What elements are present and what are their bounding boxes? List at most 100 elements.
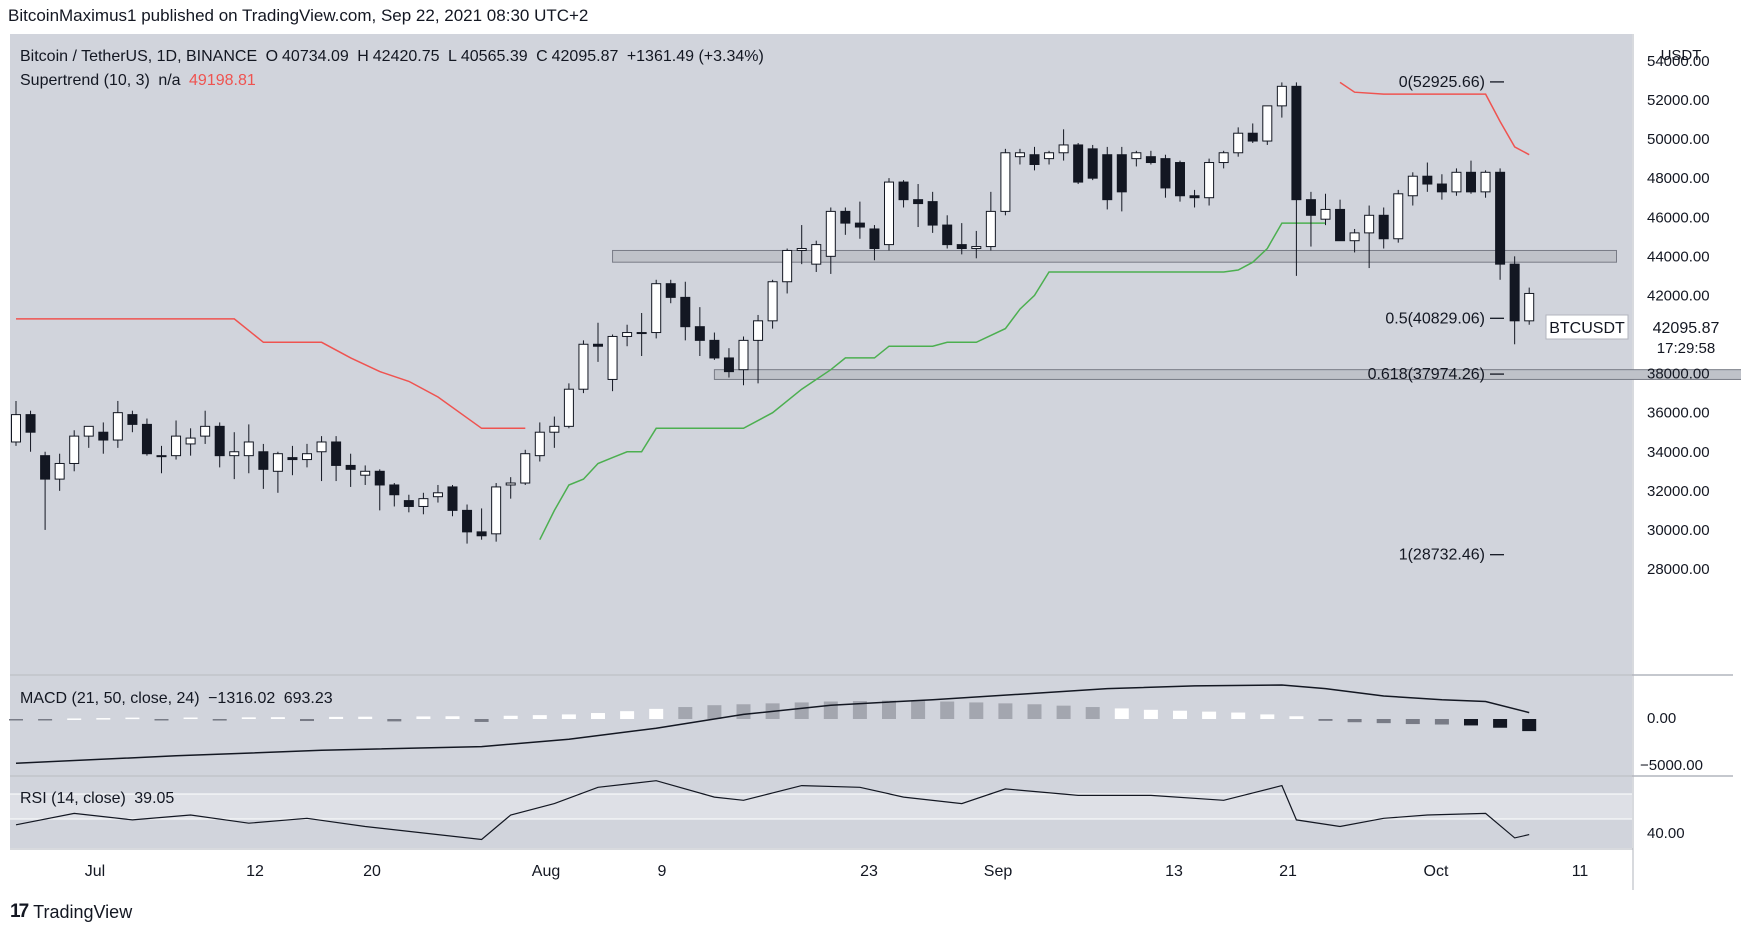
rsi-value: 39.05 (134, 790, 175, 807)
candle-up (69, 435, 80, 464)
candle-up (1233, 132, 1244, 154)
candle-up (432, 492, 443, 498)
candle-up (1349, 232, 1360, 242)
candle-down (141, 423, 152, 455)
price-axis-tick: 30000.00 (1647, 522, 1710, 539)
candle-up (651, 283, 662, 334)
candle-up (112, 412, 123, 441)
candle-down (214, 425, 225, 457)
candle-down (1247, 132, 1258, 142)
candle-up (563, 388, 574, 427)
macd-histogram-bar (241, 717, 256, 719)
time-axis-tick: Jul (85, 863, 105, 880)
candle-up (185, 437, 196, 445)
candle-up (607, 335, 618, 380)
candle-up (229, 451, 240, 457)
candle-down (709, 339, 720, 359)
macd-histogram-bar (1376, 719, 1391, 724)
candle-up (171, 435, 182, 457)
candle-up (1480, 171, 1491, 193)
price-pane[interactable] (10, 34, 1632, 674)
candle-up (1393, 193, 1404, 240)
candle-down (898, 181, 909, 201)
candle-down (593, 343, 603, 347)
candle-up (1000, 152, 1011, 212)
macd-histogram-bar (358, 716, 373, 719)
macd-value-2: 693.23 (283, 690, 333, 707)
price-axis-tick: 28000.00 (1647, 561, 1710, 578)
tradingview-logo-icon: 17 (10, 901, 29, 922)
candle-up (11, 414, 21, 443)
supertrend-down-line (16, 318, 526, 430)
macd-histogram-bar (212, 719, 227, 721)
time-axis-tick: 23 (860, 863, 878, 880)
macd-histogram-bar (96, 718, 111, 720)
candle-down (956, 244, 967, 250)
macd-histogram-bar (1464, 719, 1478, 726)
candle-down (98, 431, 109, 441)
candle-down (374, 470, 385, 486)
price-axis-tick: 52000.00 (1647, 92, 1710, 109)
macd-histogram-bar (620, 711, 635, 719)
supertrend-label: Supertrend (10, 3) (20, 72, 150, 89)
candle-down (1102, 154, 1113, 201)
brand-text: TradingView (33, 901, 133, 922)
macd-tick-0: 0.00 (1647, 710, 1676, 727)
time-axis-bg[interactable] (10, 850, 1632, 890)
macd-histogram-bar (270, 717, 285, 719)
candle-up (1320, 208, 1331, 220)
candle-down (1509, 263, 1520, 322)
candle-down (680, 296, 691, 328)
candle-up (782, 249, 793, 283)
candle-up (1524, 292, 1535, 322)
macd-histogram-bar (532, 715, 547, 719)
candle-down (927, 201, 938, 226)
support-zone (612, 249, 1617, 263)
close-value: 42095.87 (551, 48, 619, 65)
macd-histogram-bar (736, 704, 751, 719)
macd-tick-neg: −5000.00 (1640, 757, 1703, 774)
macd-legend[interactable]: MACD (21, 50, close, 24) −1316.02 693.23 (20, 690, 337, 708)
candle-down (25, 414, 36, 433)
candle-up (767, 281, 778, 322)
fib-level-label: 0.5(40829.06) (1385, 310, 1485, 327)
candle-up (491, 486, 502, 535)
candle-down (1116, 154, 1127, 193)
rsi-legend[interactable]: RSI (14, close) 39.05 (20, 790, 178, 808)
last-price-text: 42095.87 (1653, 320, 1720, 337)
supertrend-legend[interactable]: Supertrend (10, 3) n/a 49198.81 (20, 72, 260, 90)
symbol-title: Bitcoin / TetherUS, 1D, BINANCE (20, 48, 258, 65)
high-value: 42420.75 (372, 48, 440, 65)
candle-down (840, 210, 851, 224)
candle-up (534, 431, 545, 457)
candle-up (636, 332, 647, 335)
symbol-bar[interactable]: Bitcoin / TetherUS, 1D, BINANCE O 40734.0… (20, 48, 768, 66)
symbol-tag[interactable] (1545, 314, 1629, 340)
candle-up (272, 453, 283, 472)
macd-histogram-bar (183, 717, 198, 720)
candle-down (1466, 171, 1476, 193)
publisher-line: BitcoinMaximus1 published on TradingView… (8, 6, 589, 25)
candle-up (985, 210, 996, 248)
candle-down (127, 414, 138, 425)
candle-up (1131, 152, 1142, 160)
price-axis-bg[interactable] (1634, 34, 1733, 848)
candle-down (1291, 85, 1302, 201)
macd-histogram-bar (67, 718, 82, 720)
candle-down (331, 441, 342, 466)
macd-histogram-bar (1405, 719, 1420, 725)
macd-histogram-bar (9, 719, 23, 721)
candle-down (1145, 156, 1156, 164)
macd-histogram-bar (940, 701, 955, 719)
macd-line (15, 684, 1530, 764)
footer-brand[interactable]: 17 TradingView (10, 901, 132, 923)
macd-histogram-bar (591, 713, 605, 719)
low-value: 40565.39 (460, 48, 528, 65)
change-value: +1361.49 (+3.34%) (626, 48, 764, 65)
candle-up (54, 462, 65, 480)
last-price-tag[interactable] (1634, 315, 1733, 359)
low-label: L (447, 48, 457, 65)
candle-up (200, 425, 211, 437)
